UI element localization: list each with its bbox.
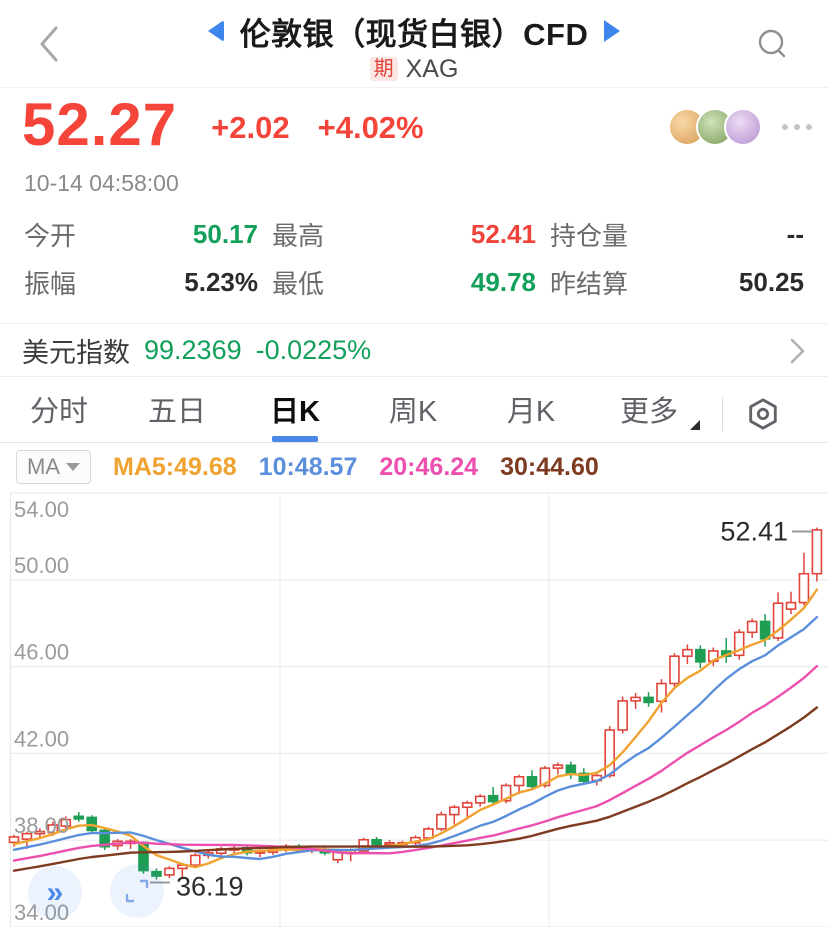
svg-text:54.00: 54.00 <box>14 497 69 522</box>
svg-text:46.00: 46.00 <box>14 640 69 665</box>
price-block: 52.27 +2.02 +4.02% <box>22 92 424 158</box>
stat-high: 最高 52.41 <box>272 218 536 251</box>
stats-grid: 今开 50.17 最高 52.41 持仓量 -- 振幅 5.23% 最低 49.… <box>0 210 828 306</box>
stat-amplitude: 振幅 5.23% <box>24 266 258 299</box>
search-button[interactable] <box>754 26 790 62</box>
next-instrument-arrow-icon[interactable] <box>604 20 621 42</box>
last-price: 52.27 <box>22 91 178 158</box>
ma-selector[interactable]: MA <box>16 450 91 484</box>
settings-hexagon-icon <box>749 398 777 430</box>
svg-text:50.00: 50.00 <box>14 553 69 578</box>
tab-monthly-k[interactable]: 月K <box>506 396 556 428</box>
tab-daily-k[interactable]: 日K <box>236 386 354 442</box>
tab-minute[interactable]: 分时 <box>29 396 88 428</box>
divider <box>722 397 723 431</box>
stat-open-interest: 持仓量 -- <box>550 218 804 251</box>
ma30-value: 30:44.60 <box>500 452 599 481</box>
back-button[interactable] <box>34 22 70 66</box>
ma-values: MA5:49.68 10:48.57 20:46.24 30:44.60 <box>113 453 599 482</box>
futures-badge: 期 <box>369 57 398 81</box>
ma20-value: 20:46.24 <box>379 452 479 481</box>
back-chevron-icon <box>40 26 58 62</box>
avatar <box>724 108 762 146</box>
usd-index-change: -0.0225% <box>255 334 372 365</box>
stat-value: 52.41 <box>470 218 536 249</box>
stat-low: 最低 49.78 <box>272 266 536 299</box>
symbol-row: 期 XAG <box>0 52 828 86</box>
stat-open: 今开 50.17 <box>24 218 258 251</box>
page-title: 伦敦银（现货白银）CFD <box>239 16 589 52</box>
usd-index-label: 美元指数 <box>22 337 130 368</box>
title-row: 伦敦银（现货白银）CFD <box>0 8 828 54</box>
corner-triangle-icon <box>690 420 700 430</box>
svg-text:38.00: 38.00 <box>14 813 69 838</box>
tab-weekly-k[interactable]: 周K <box>388 396 438 428</box>
k-chart-svg: 52.41 36.19 54.00 50.00 46.00 42.00 38.00 34.00 <box>8 492 828 927</box>
quote-timestamp: 10-14 04:58:00 <box>24 170 179 196</box>
expand-icon <box>125 879 149 903</box>
ma-indicator-bar: MA MA5:49.68 10:48.57 20:46.24 30:44.60 <box>0 444 828 490</box>
tab-more[interactable]: 更多 <box>590 386 708 442</box>
ma10-value: 10:48.57 <box>258 452 358 481</box>
usd-index-value: 99.2369 <box>144 334 242 365</box>
price-change: +2.02 <box>211 110 290 145</box>
caret-down-icon <box>66 463 80 471</box>
candlestick-chart[interactable]: 52.41 36.19 54.00 50.00 46.00 42.00 38.00 34.00… <box>0 490 828 927</box>
chevron-right-icon <box>790 338 805 364</box>
svg-text:52.41: 52.41 <box>720 517 788 547</box>
svg-text:36.19: 36.19 <box>176 871 244 901</box>
prev-instrument-arrow-icon[interactable] <box>207 20 224 42</box>
chart-settings-button[interactable] <box>745 396 781 432</box>
period-tabs: 分时 五日 日K 周K 月K 更多 <box>0 386 828 443</box>
usd-index-row[interactable]: 美元指数 99.2369 -0.0225% <box>0 323 828 377</box>
viewer-avatars[interactable] <box>668 108 762 146</box>
tab-five-day[interactable]: 五日 <box>147 396 206 428</box>
header: 伦敦银（现货白银）CFD 期 XAG <box>0 0 828 88</box>
fast-forward-button[interactable]: » <box>28 866 82 920</box>
ma5-value: MA5:49.68 <box>113 452 237 481</box>
stat-value: -- <box>786 218 804 249</box>
symbol-code: XAG <box>405 54 459 83</box>
stat-prev-settle: 昨结算 50.25 <box>550 266 804 299</box>
stat-value: 5.23% <box>184 266 258 297</box>
expand-chart-button[interactable] <box>110 864 164 918</box>
search-icon <box>758 29 786 58</box>
svg-text:42.00: 42.00 <box>14 726 69 751</box>
double-chevron-icon: » <box>46 876 64 909</box>
stat-value: 49.78 <box>470 266 536 297</box>
svg-text:34.00: 34.00 <box>14 900 69 925</box>
more-options-button[interactable] <box>782 124 812 130</box>
price-change-percent: +4.02% <box>317 110 424 145</box>
stat-value: 50.17 <box>192 218 258 249</box>
stat-value: 50.25 <box>738 266 804 297</box>
